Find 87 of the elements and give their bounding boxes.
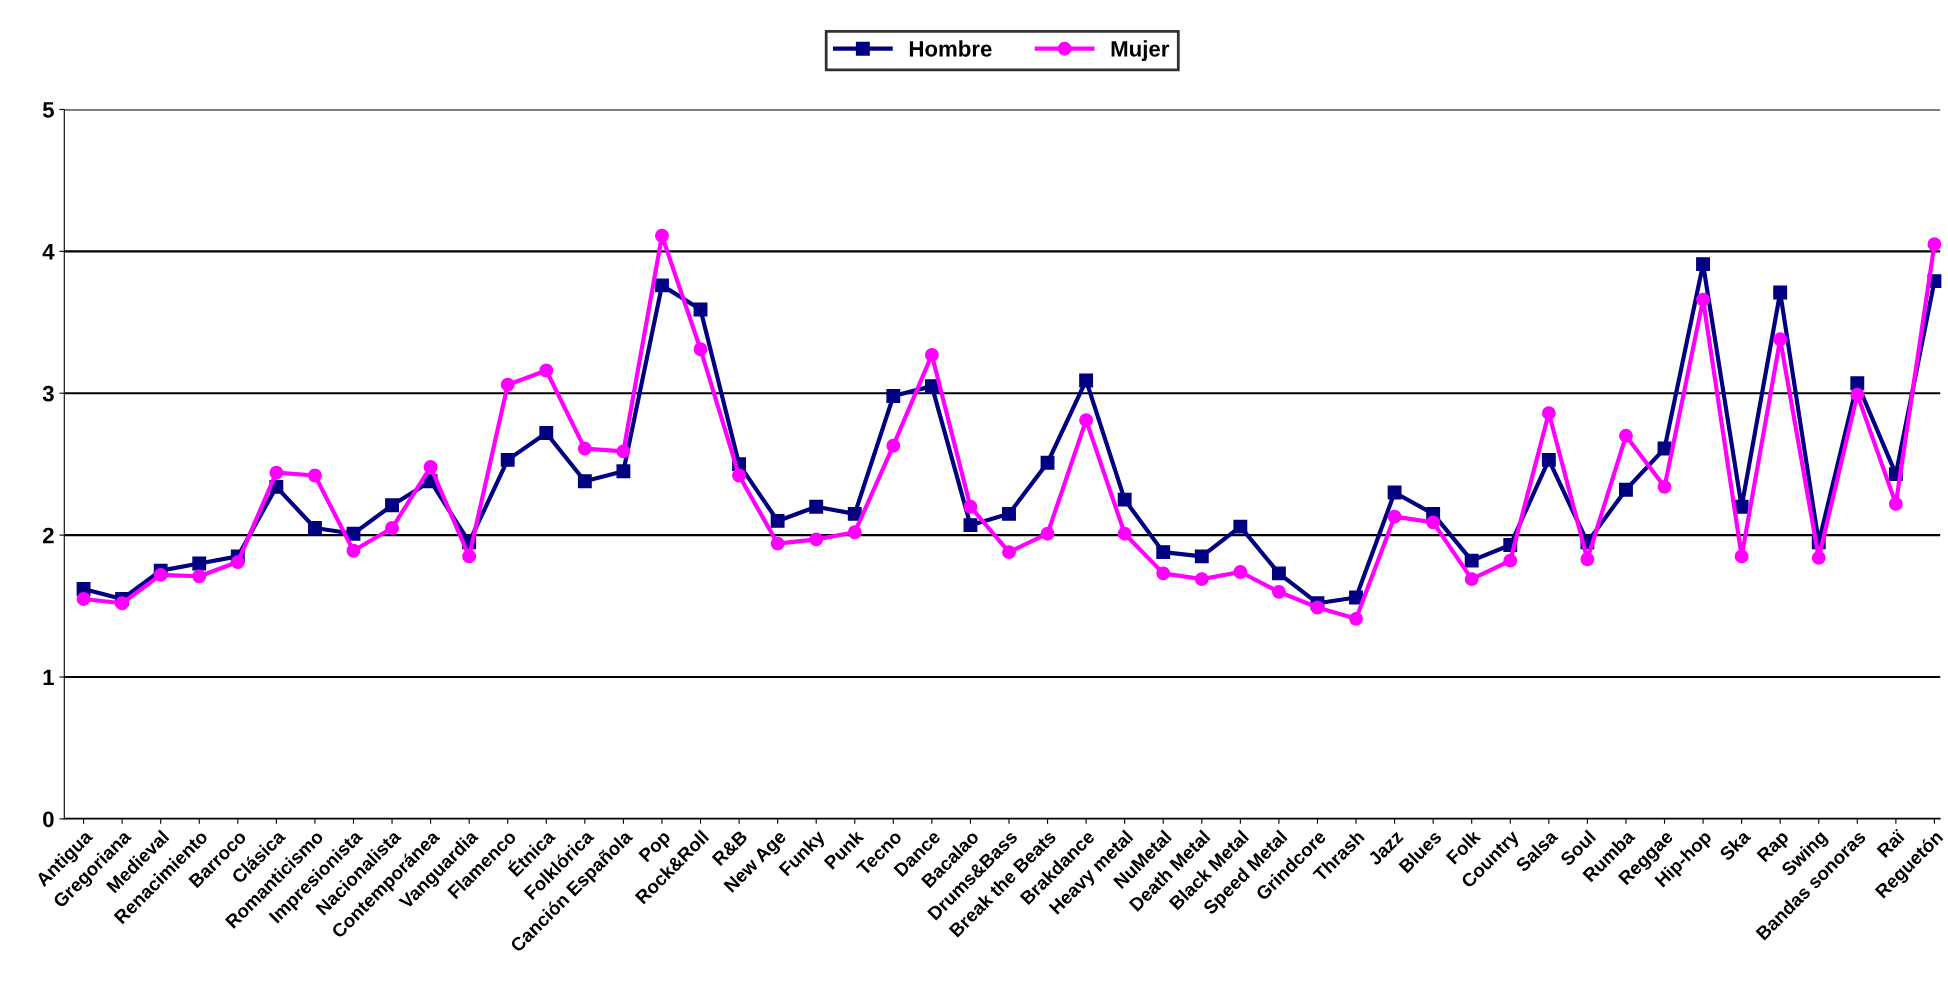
point [1773,285,1788,300]
point [1580,552,1595,567]
point [1040,526,1055,541]
point [307,468,322,483]
point [539,363,554,378]
point [616,444,631,459]
point [886,389,901,404]
point [1079,413,1094,428]
point [1156,566,1171,581]
point [76,592,91,606]
point [1233,519,1248,534]
point [500,377,515,392]
point [462,549,477,564]
point [1927,237,1942,252]
point [1271,584,1286,599]
point [115,596,130,611]
point [1618,428,1633,443]
legend-label: Mujer [1111,40,1170,62]
point [1387,509,1402,524]
point [770,513,785,528]
point [1696,292,1711,307]
point [577,474,592,489]
point [655,228,669,243]
point [1541,452,1556,467]
point [616,464,631,479]
y-tick-label: 2 [42,527,54,544]
point [1850,376,1865,391]
point [1850,387,1865,402]
point [385,521,399,535]
point [1002,545,1016,560]
point [1040,455,1055,470]
point [1117,526,1132,541]
point [1657,479,1672,494]
point [1696,257,1711,272]
point [1503,553,1518,568]
point [1233,565,1248,579]
point [1117,492,1132,507]
point [577,441,592,456]
y-tick-label: 5 [42,102,54,118]
x-tick-label: Ska [1718,828,1752,862]
point [809,532,824,547]
point [732,468,747,483]
point [1002,506,1016,521]
point [1156,545,1171,560]
point [1079,373,1094,388]
legend-label: Hombre [909,40,992,57]
y-tick-label: 0 [43,811,54,828]
point [924,379,939,394]
y-tick-label: 4 [42,244,55,260]
point [230,555,245,570]
point [809,499,824,514]
point [1194,549,1209,564]
point [192,556,207,571]
point [1618,482,1633,497]
point [1464,572,1479,587]
point [886,438,901,453]
point [1194,572,1209,587]
point [1811,550,1826,565]
point [539,426,554,440]
point [693,342,708,357]
point [385,498,399,513]
point [655,278,669,293]
point [963,499,978,514]
point [153,567,168,582]
point [500,452,515,467]
y-tick-label: 3 [42,385,54,402]
point [1773,332,1788,347]
point [1541,406,1556,421]
point [924,347,939,362]
point [1426,515,1441,530]
point [1734,549,1749,564]
point [423,460,438,474]
point [346,543,361,558]
point [269,465,284,480]
point [770,536,785,551]
point [847,525,862,540]
point [1387,485,1402,500]
point [1888,496,1903,511]
point [847,506,862,521]
point [963,518,978,533]
point [1464,553,1479,568]
point [192,569,207,584]
point [307,521,322,535]
y-tick-label: 1 [43,669,54,686]
point [1349,611,1363,626]
point [1310,600,1325,615]
point [1271,566,1286,581]
